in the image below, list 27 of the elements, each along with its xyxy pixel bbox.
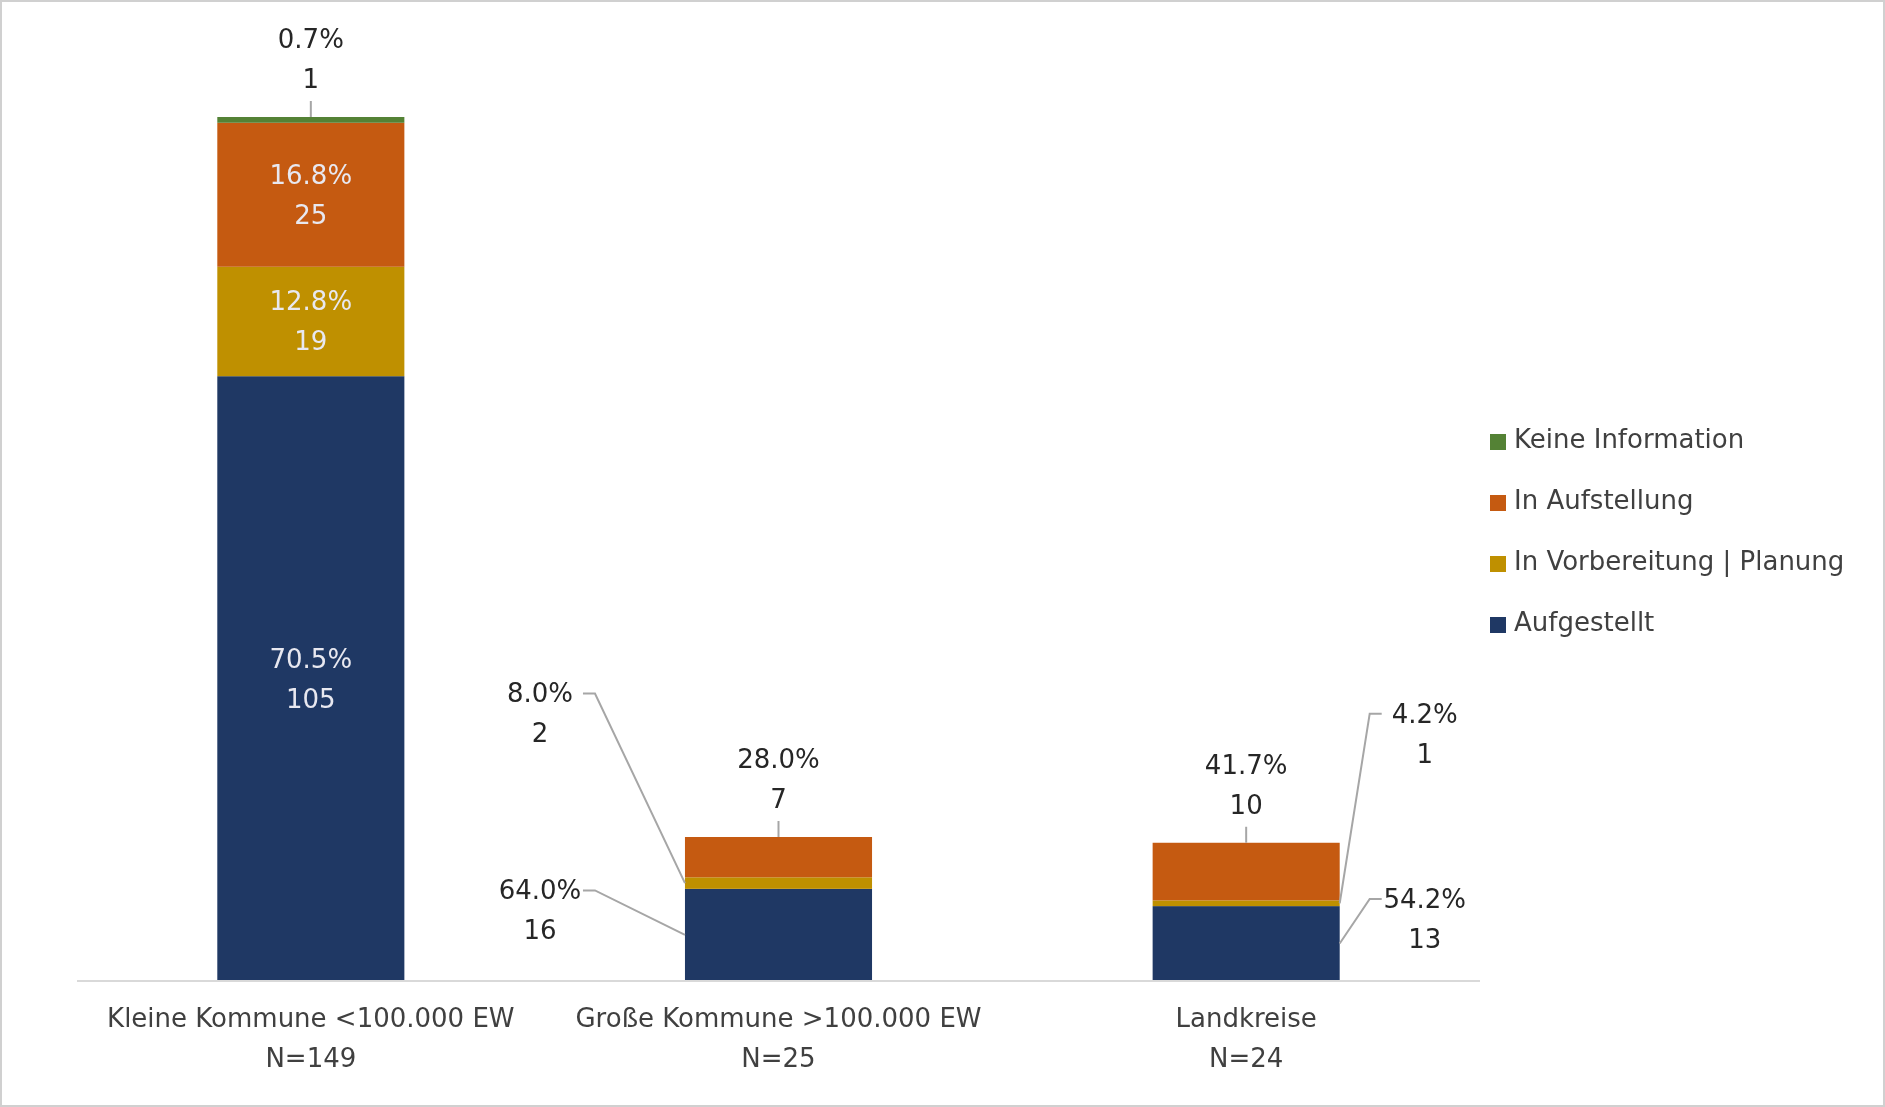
bar [1152, 842, 1340, 901]
legend-label: Keine Information [1514, 424, 1745, 454]
bar [217, 266, 405, 377]
bar [1152, 906, 1340, 981]
bar [1152, 900, 1340, 907]
bar [684, 837, 873, 878]
data-label: 12.8% 19 [269, 286, 353, 357]
legend-label: In Aufstellung [1514, 485, 1694, 515]
legend-label: Aufgestellt [1514, 607, 1655, 637]
data-label: 70.5% 105 [269, 643, 353, 714]
x-tick-label: Große Kommune >100.000 EW N=25 [575, 1003, 982, 1073]
bar [217, 117, 405, 123]
data-label: 8.0% 2 [506, 678, 573, 749]
bar [684, 877, 873, 889]
x-tick-label: Kleine Kommune <100.000 EW N=149 [107, 1003, 515, 1073]
bar [217, 122, 405, 267]
data-label: 54.2% 13 [1383, 884, 1466, 955]
x-tick-label: Landkreise N=24 [1175, 1003, 1317, 1073]
bar [217, 376, 405, 981]
data-label: 16.8% 25 [269, 159, 353, 230]
legend-label: In Vorbereitung | Planung [1514, 546, 1845, 577]
data-label: 28.0% 7 [737, 744, 820, 814]
data-label: 41.7% 10 [1204, 749, 1288, 820]
data-label: 4.2% 1 [1391, 698, 1458, 769]
data-label: 0.7% 1 [277, 24, 344, 94]
bar [684, 888, 873, 981]
data-label: 64.0% 16 [498, 875, 582, 946]
